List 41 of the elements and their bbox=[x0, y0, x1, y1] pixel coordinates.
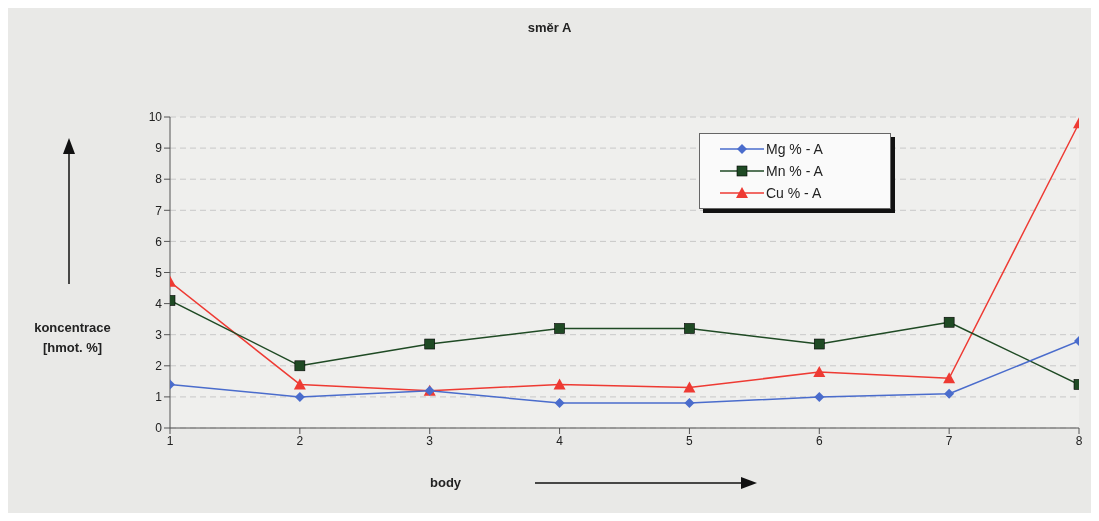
point bbox=[684, 398, 695, 409]
y-axis-title: koncentrace [hmot. %] bbox=[33, 319, 112, 357]
point bbox=[943, 316, 955, 328]
point bbox=[424, 338, 436, 350]
legend-label: Mg % - A bbox=[766, 141, 823, 157]
x-tick-label: 8 bbox=[1075, 433, 1083, 448]
x-tick-label: 5 bbox=[686, 433, 694, 448]
point bbox=[813, 338, 825, 350]
legend-label: Cu % - A bbox=[766, 185, 822, 201]
point bbox=[814, 391, 825, 402]
point bbox=[293, 378, 306, 390]
point bbox=[553, 378, 566, 390]
x-axis-title: body bbox=[430, 475, 463, 490]
point bbox=[554, 323, 565, 334]
chart-title: směr A bbox=[526, 20, 573, 35]
y-tick-label: 5 bbox=[155, 265, 163, 280]
point bbox=[554, 398, 565, 409]
point bbox=[813, 366, 826, 378]
x-tick-label: 1 bbox=[166, 433, 174, 448]
y-tick-label: 7 bbox=[155, 203, 163, 218]
x-tick-label: 2 bbox=[296, 433, 304, 448]
y-tick-label: 4 bbox=[155, 296, 163, 311]
x-tick-label: 4 bbox=[556, 433, 564, 448]
point bbox=[944, 388, 955, 399]
y-tick-label: 1 bbox=[155, 390, 163, 405]
y-tick-label: 0 bbox=[155, 421, 163, 436]
y-tick-label: 8 bbox=[155, 172, 163, 187]
point bbox=[683, 381, 696, 393]
y-tick-label: 2 bbox=[155, 359, 163, 374]
y-tick-label: 6 bbox=[155, 234, 163, 249]
x-tick-label: 3 bbox=[426, 433, 434, 448]
point bbox=[294, 360, 306, 372]
point bbox=[294, 391, 305, 402]
x-tick-label: 7 bbox=[945, 433, 953, 448]
y-tick-label: 3 bbox=[155, 327, 163, 342]
y-tick-label: 10 bbox=[148, 110, 163, 125]
point bbox=[943, 372, 956, 384]
legend-label: Mn % - A bbox=[766, 163, 823, 179]
x-tick-label: 6 bbox=[815, 433, 823, 448]
y-tick-label: 9 bbox=[155, 141, 163, 156]
point bbox=[684, 323, 695, 334]
